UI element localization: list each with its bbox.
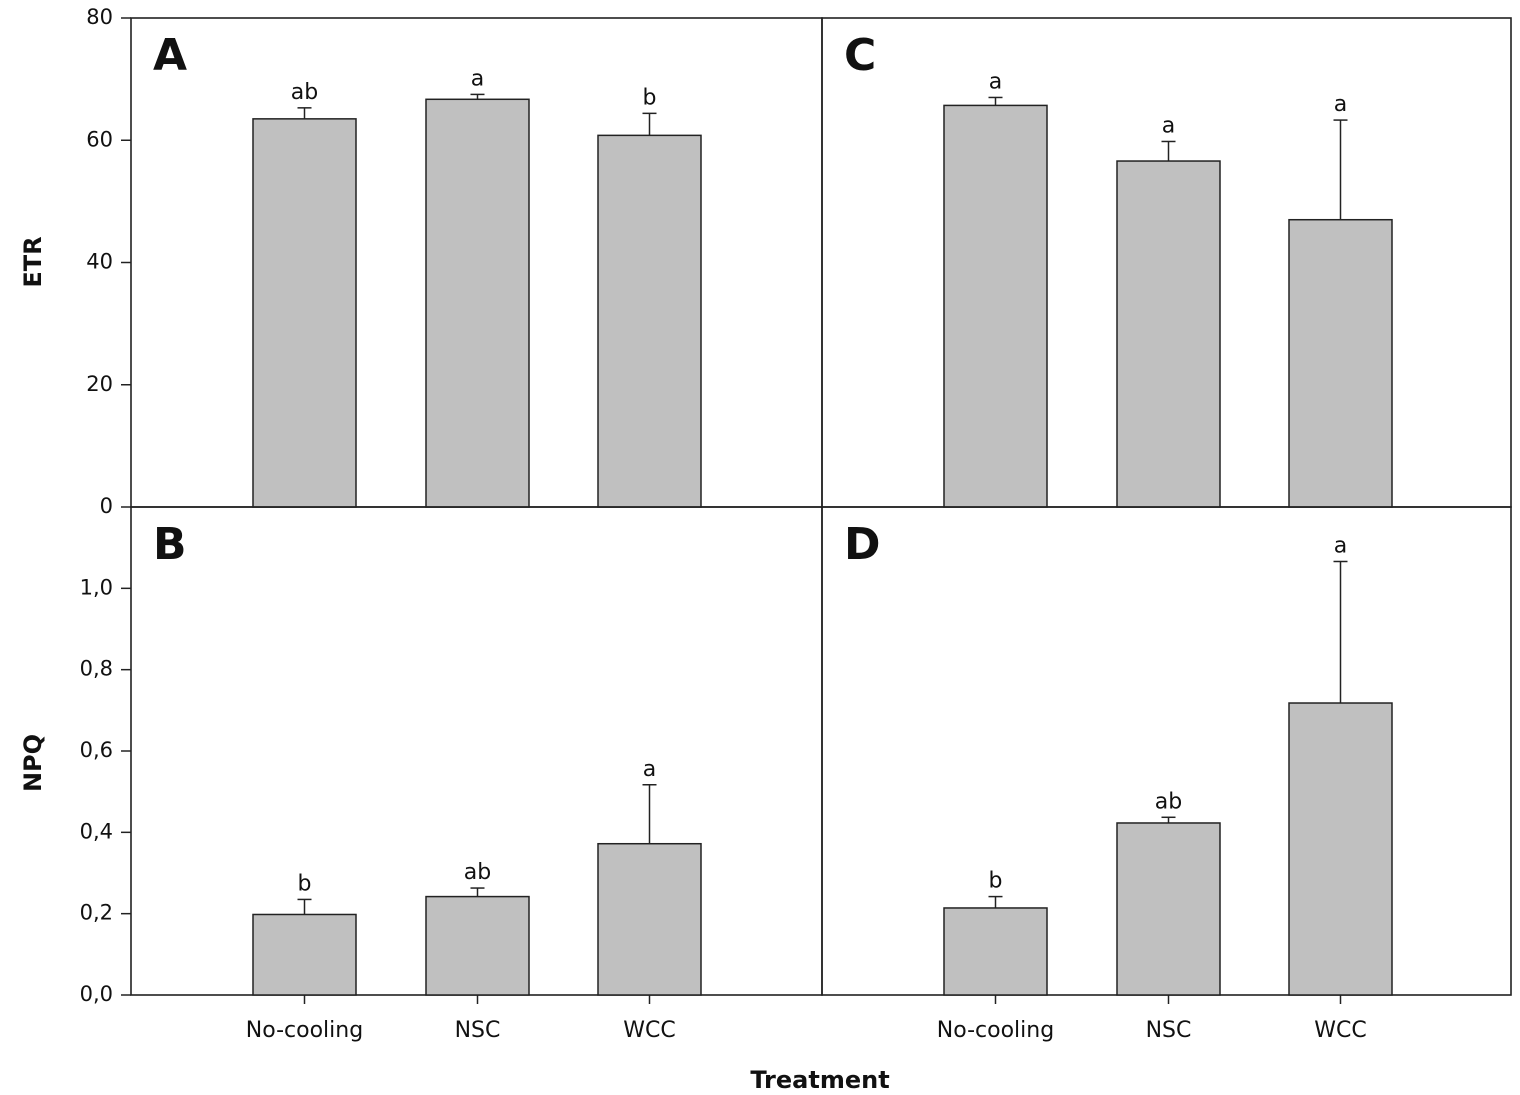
significance-label: ab	[1155, 789, 1182, 814]
x-axis-title: Treatment	[750, 1066, 889, 1094]
bar-nsc	[1116, 822, 1221, 996]
significance-label: a	[1162, 113, 1175, 138]
panel-letter: C	[844, 30, 876, 81]
significance-label: ab	[291, 80, 318, 105]
y-tick-label: 80	[86, 5, 113, 29]
panel-letter: A	[153, 30, 187, 81]
significance-label: a	[643, 757, 656, 782]
significance-label: a	[1334, 92, 1347, 117]
bar-nsc	[425, 895, 530, 996]
y-tick-label: 1,0	[80, 575, 113, 599]
x-tick-label: WCC	[623, 1018, 675, 1043]
y-tick-label: 40	[86, 250, 113, 274]
y-tick-label: 0	[100, 494, 113, 518]
bar-nsc	[1116, 160, 1221, 508]
bar-no-cooling	[252, 118, 357, 508]
significance-label: ab	[464, 860, 491, 885]
y-tick-label: 60	[86, 127, 113, 151]
x-tick-label: NSC	[1146, 1018, 1192, 1043]
panel-letter: B	[153, 519, 187, 570]
y-tick-label: 0,4	[80, 819, 113, 843]
panel-b: Bb ab a	[130, 506, 823, 996]
bar-nsc	[425, 98, 530, 508]
bar-wcc	[1288, 218, 1393, 508]
y-tick-label: 20	[86, 372, 113, 396]
significance-label: a	[989, 69, 1002, 94]
y-tick-label: 0,8	[80, 657, 113, 681]
x-tick-label: WCC	[1314, 1018, 1366, 1043]
x-tick-label: No-cooling	[937, 1018, 1054, 1043]
y-axis-title-top: ETR	[19, 236, 47, 287]
significance-label: a	[471, 66, 484, 91]
bar-no-cooling	[943, 104, 1048, 508]
bar-wcc	[1288, 702, 1393, 996]
y-tick-label: 0,0	[80, 982, 113, 1006]
bar-wcc	[597, 842, 702, 996]
bar-no-cooling	[252, 913, 357, 996]
significance-label: a	[1334, 533, 1347, 558]
panel-d: Db ab a	[821, 506, 1512, 996]
significance-label: b	[989, 869, 1003, 894]
bar-wcc	[597, 134, 702, 508]
panel-letter: D	[844, 519, 881, 570]
bar-no-cooling	[943, 907, 1048, 996]
y-tick-label: 0,6	[80, 738, 113, 762]
significance-label: b	[643, 85, 657, 110]
x-tick-label: No-cooling	[246, 1018, 363, 1043]
x-tick-label: NSC	[455, 1018, 501, 1043]
significance-label: b	[298, 871, 312, 896]
y-tick-label: 0,2	[80, 901, 113, 925]
y-axis-title-bottom: NPQ	[19, 734, 47, 792]
panel-c: Ca a a	[821, 17, 1512, 508]
